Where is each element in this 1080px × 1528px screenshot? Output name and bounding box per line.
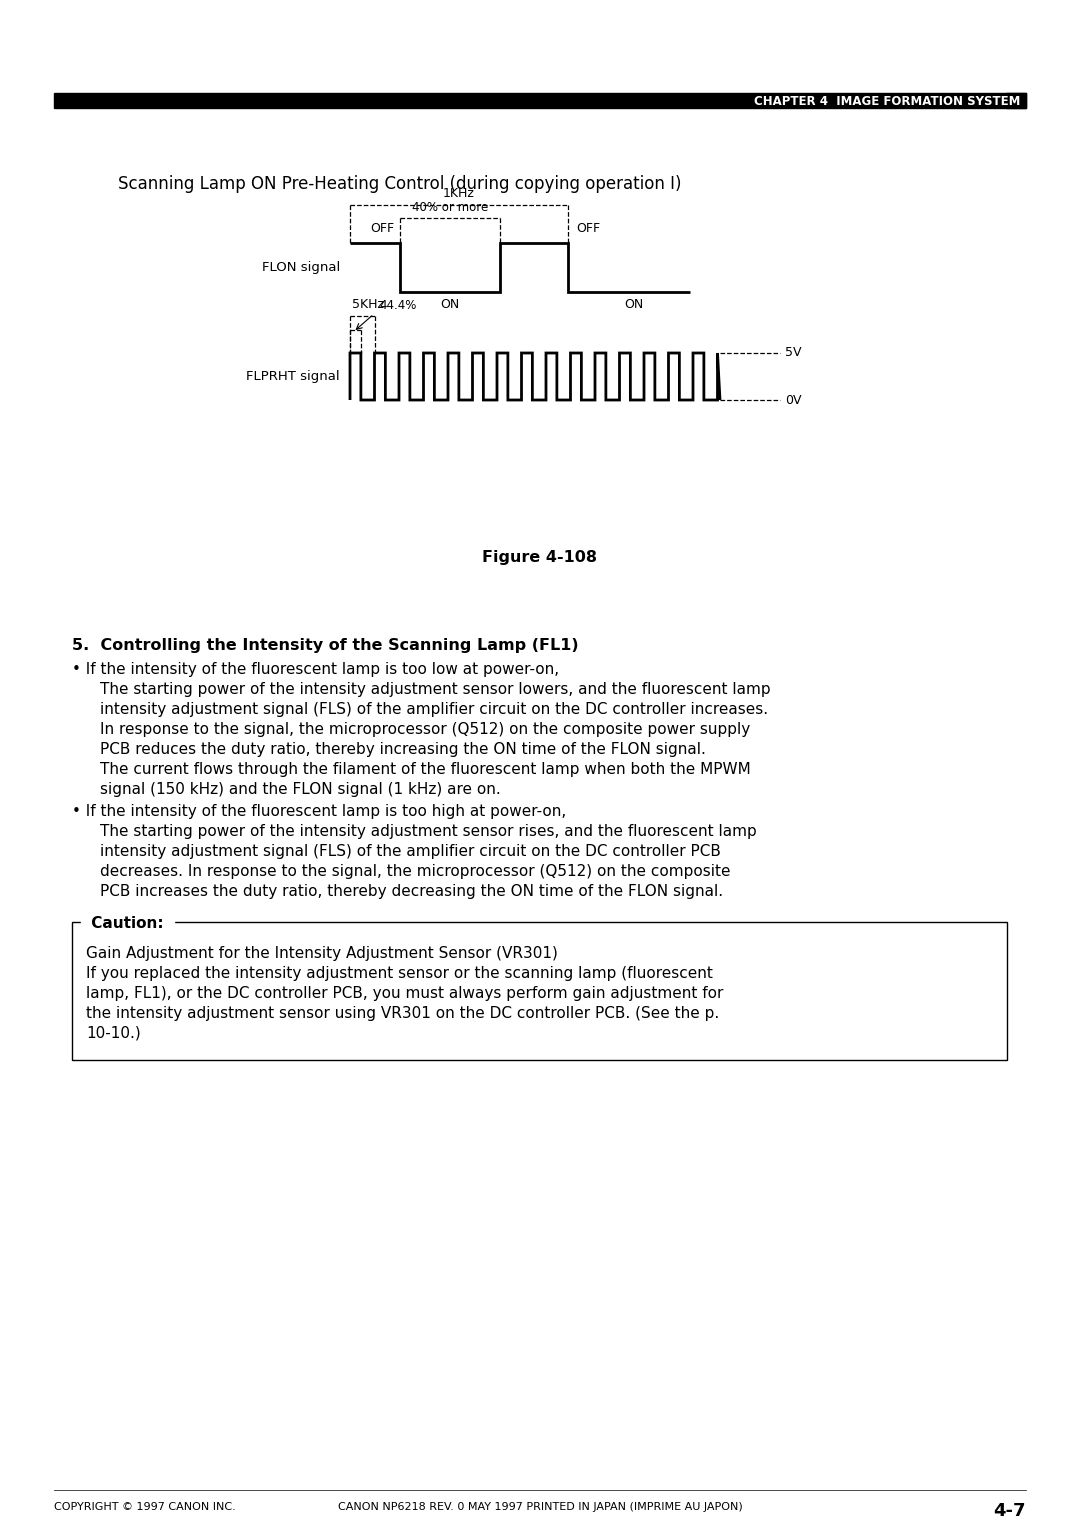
Text: CHAPTER 4  IMAGE FORMATION SYSTEM: CHAPTER 4 IMAGE FORMATION SYSTEM (754, 95, 1020, 108)
Text: FLON signal: FLON signal (261, 261, 340, 274)
Text: PCB increases the duty ratio, thereby decreasing the ON time of the FLON signal.: PCB increases the duty ratio, thereby de… (100, 885, 724, 898)
Text: decreases. In response to the signal, the microprocessor (Q512) on the composite: decreases. In response to the signal, th… (100, 863, 730, 879)
Text: intensity adjustment signal (FLS) of the amplifier circuit on the DC controller : intensity adjustment signal (FLS) of the… (100, 701, 768, 717)
Text: If you replaced the intensity adjustment sensor or the scanning lamp (fluorescen: If you replaced the intensity adjustment… (86, 966, 713, 981)
Text: PCB reduces the duty ratio, thereby increasing the ON time of the FLON signal.: PCB reduces the duty ratio, thereby incr… (100, 743, 706, 756)
Text: signal (150 kHz) and the FLON signal (1 kHz) are on.: signal (150 kHz) and the FLON signal (1 … (100, 782, 501, 798)
Text: COPYRIGHT © 1997 CANON INC.: COPYRIGHT © 1997 CANON INC. (54, 1502, 235, 1513)
Text: FLPRHT signal: FLPRHT signal (246, 370, 340, 384)
Text: In response to the signal, the microprocessor (Q512) on the composite power supp: In response to the signal, the microproc… (100, 723, 751, 736)
Text: ON: ON (441, 298, 460, 312)
Text: the intensity adjustment sensor using VR301 on the DC controller PCB. (See the p: the intensity adjustment sensor using VR… (86, 1005, 719, 1021)
Text: 4-7: 4-7 (994, 1502, 1026, 1520)
Text: 0V: 0V (785, 394, 801, 406)
Text: The starting power of the intensity adjustment sensor rises, and the fluorescent: The starting power of the intensity adju… (100, 824, 757, 839)
Text: 5KHz: 5KHz (352, 298, 384, 312)
Text: • If the intensity of the fluorescent lamp is too high at power-on,: • If the intensity of the fluorescent la… (72, 804, 566, 819)
Text: 44.4%: 44.4% (379, 299, 416, 312)
Bar (54, 93, 1026, 108)
Text: • If the intensity of the fluorescent lamp is too low at power-on,: • If the intensity of the fluorescent la… (72, 662, 559, 677)
Text: Caution:: Caution: (86, 915, 168, 931)
Text: The current flows through the filament of the fluorescent lamp when both the MPW: The current flows through the filament o… (100, 762, 751, 778)
Text: 40% or more: 40% or more (411, 202, 488, 214)
Text: Gain Adjustment for the Intensity Adjustment Sensor (VR301): Gain Adjustment for the Intensity Adjust… (86, 946, 558, 961)
Text: OFF: OFF (576, 222, 600, 235)
Text: 10-10.): 10-10.) (86, 1025, 140, 1041)
Text: CANON NP6218 REV. 0 MAY 1997 PRINTED IN JAPAN (IMPRIME AU JAPON): CANON NP6218 REV. 0 MAY 1997 PRINTED IN … (338, 1502, 742, 1513)
Text: intensity adjustment signal (FLS) of the amplifier circuit on the DC controller : intensity adjustment signal (FLS) of the… (100, 843, 720, 859)
Text: The starting power of the intensity adjustment sensor lowers, and the fluorescen: The starting power of the intensity adju… (100, 681, 771, 697)
Text: Scanning Lamp ON Pre-Heating Control (during copying operation I): Scanning Lamp ON Pre-Heating Control (du… (118, 176, 681, 193)
Text: Figure 4-108: Figure 4-108 (483, 550, 597, 565)
Text: OFF: OFF (370, 222, 394, 235)
Text: lamp, FL1), or the DC controller PCB, you must always perform gain adjustment fo: lamp, FL1), or the DC controller PCB, yo… (86, 986, 724, 1001)
Text: 1KHz: 1KHz (443, 186, 475, 200)
Text: ON: ON (624, 298, 644, 312)
Text: 5.  Controlling the Intensity of the Scanning Lamp (FL1): 5. Controlling the Intensity of the Scan… (72, 639, 579, 652)
Text: 5V: 5V (785, 347, 801, 359)
Bar (72, 921, 1007, 1060)
Bar (1005, 93, 1026, 108)
